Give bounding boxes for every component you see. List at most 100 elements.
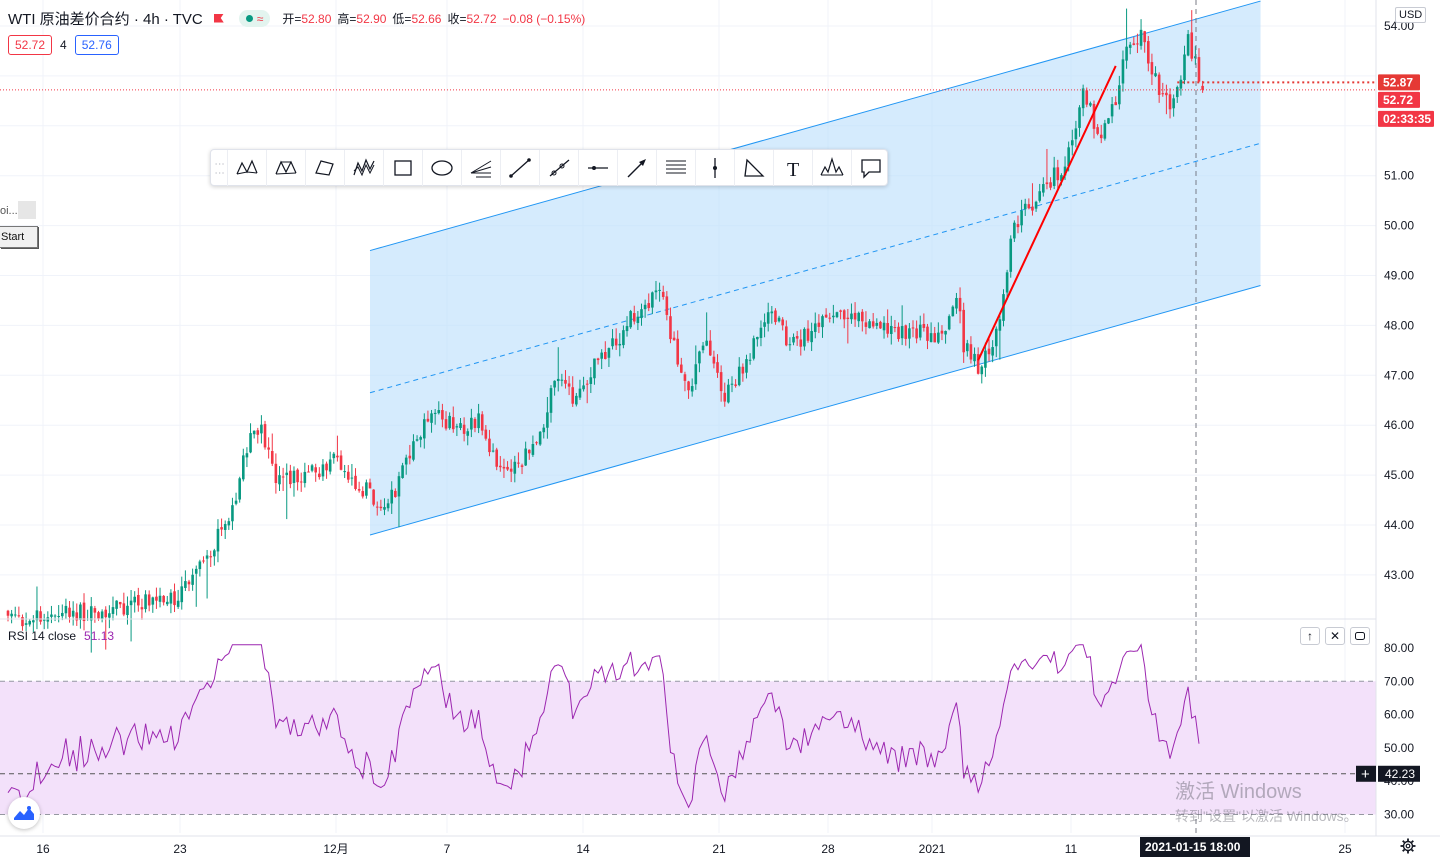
candle [39,606,42,625]
symbol-title[interactable]: WTI 原油差价合约 · 4h · TVC [8,11,203,28]
flag-icon[interactable] [213,14,225,24]
candles [6,8,1204,653]
candle-body [1179,79,1183,89]
candle-body [1023,203,1027,210]
toolbar-grip-icon[interactable]: ⋮⋮ [213,158,225,177]
crosshair-rsi-badge: 42.23 [1378,765,1420,782]
cypher-pattern-tool-button[interactable] [266,150,305,186]
currency-badge[interactable]: USD [1395,7,1427,23]
candle-body [126,605,129,616]
bid-box[interactable]: 52.72 [8,35,53,55]
trend-line[interactable] [977,65,1117,361]
candle-body [28,620,32,625]
arrow-tool-button[interactable] [617,150,656,186]
candle [575,392,578,407]
candle-body [100,611,104,619]
candle-body [336,455,339,458]
candle-body [202,560,205,562]
tradingview-logo[interactable] [8,797,40,829]
candle [354,468,357,491]
rsi-line [7,643,1200,809]
candle [911,320,915,338]
candle [169,589,173,614]
abcd-pattern-icon [315,160,334,176]
candle-body [162,595,165,603]
candle-body [502,466,506,469]
maximize-pane-button[interactable] [1350,627,1370,645]
candle-body [1074,128,1078,140]
candle-body [343,471,346,473]
candle [929,322,933,343]
abcd-pattern-tool-button[interactable] [305,150,344,186]
candle [1165,84,1168,115]
candle-body [346,471,350,480]
parallel-channel-tool-button[interactable] [656,150,695,186]
candle [104,606,108,650]
candle-body [777,317,781,322]
candle-body [68,607,71,617]
close-pane-button[interactable]: ✕ [1325,627,1345,645]
callout-icon [861,159,881,179]
candle-body [339,455,343,470]
candle-body [846,317,850,320]
candle [643,299,647,318]
candle-body [632,313,636,322]
ray-tool-button[interactable] [539,150,578,186]
move-up-button[interactable]: ↑ [1300,627,1320,645]
candle-body [82,602,86,622]
candle-body [158,595,162,602]
candle-body [643,304,647,310]
candle [24,612,28,631]
start-button[interactable]: Start [0,226,38,248]
candle [600,349,603,370]
candle-body [933,333,937,343]
candle-body [1194,56,1197,59]
horizontal-line-tool-button[interactable] [578,150,617,186]
candle-body [470,417,473,430]
parallel-channel[interactable] [369,0,1261,536]
candle [524,441,527,466]
candle-body [911,327,915,329]
candle [1110,96,1114,124]
candle [267,437,270,459]
ask-box[interactable]: 52.76 [74,35,119,55]
xabcd-pattern-tool-button[interactable] [227,150,266,186]
candle-body [350,477,354,479]
candle [321,459,325,481]
candle [223,520,227,539]
callout-tool-button[interactable] [851,150,890,186]
candle-body [307,471,310,473]
text-tool-button[interactable]: T [773,150,812,186]
candle [372,489,375,507]
ohlc-high: 高=52.90 [337,12,387,26]
ellipse-tool-button[interactable] [422,150,461,186]
candle-body [564,379,567,384]
vertical-line-tool-button[interactable] [695,150,734,186]
trend-line-icon [509,158,531,178]
time-tick-label: 2021 [919,842,946,856]
candle-body [908,328,911,339]
candle-body [842,310,846,320]
trend-line-tool-button[interactable] [500,150,539,186]
candle [882,316,886,339]
candle-body [984,350,987,368]
candle-body [763,322,766,327]
head-shoulders-tool-button[interactable] [812,150,851,186]
candle-body [365,482,368,496]
settings-gear-icon[interactable] [1400,838,1416,854]
elliott-wave-tool-button[interactable] [344,150,383,186]
candle [596,357,600,365]
candle [155,587,158,609]
candle-body [1034,201,1038,209]
candle-body [198,561,202,570]
candle-body [1089,103,1092,106]
fib-fan-tool-button[interactable] [461,150,500,186]
rsi-name[interactable]: RSI 14 close [8,629,77,643]
candle [484,425,488,441]
rectangle-tool-button[interactable] [383,150,422,186]
time-tick-label: 16 [36,842,50,856]
market-status-pill[interactable]: ≈ [238,10,271,27]
triangle-tool-button[interactable] [734,150,773,186]
